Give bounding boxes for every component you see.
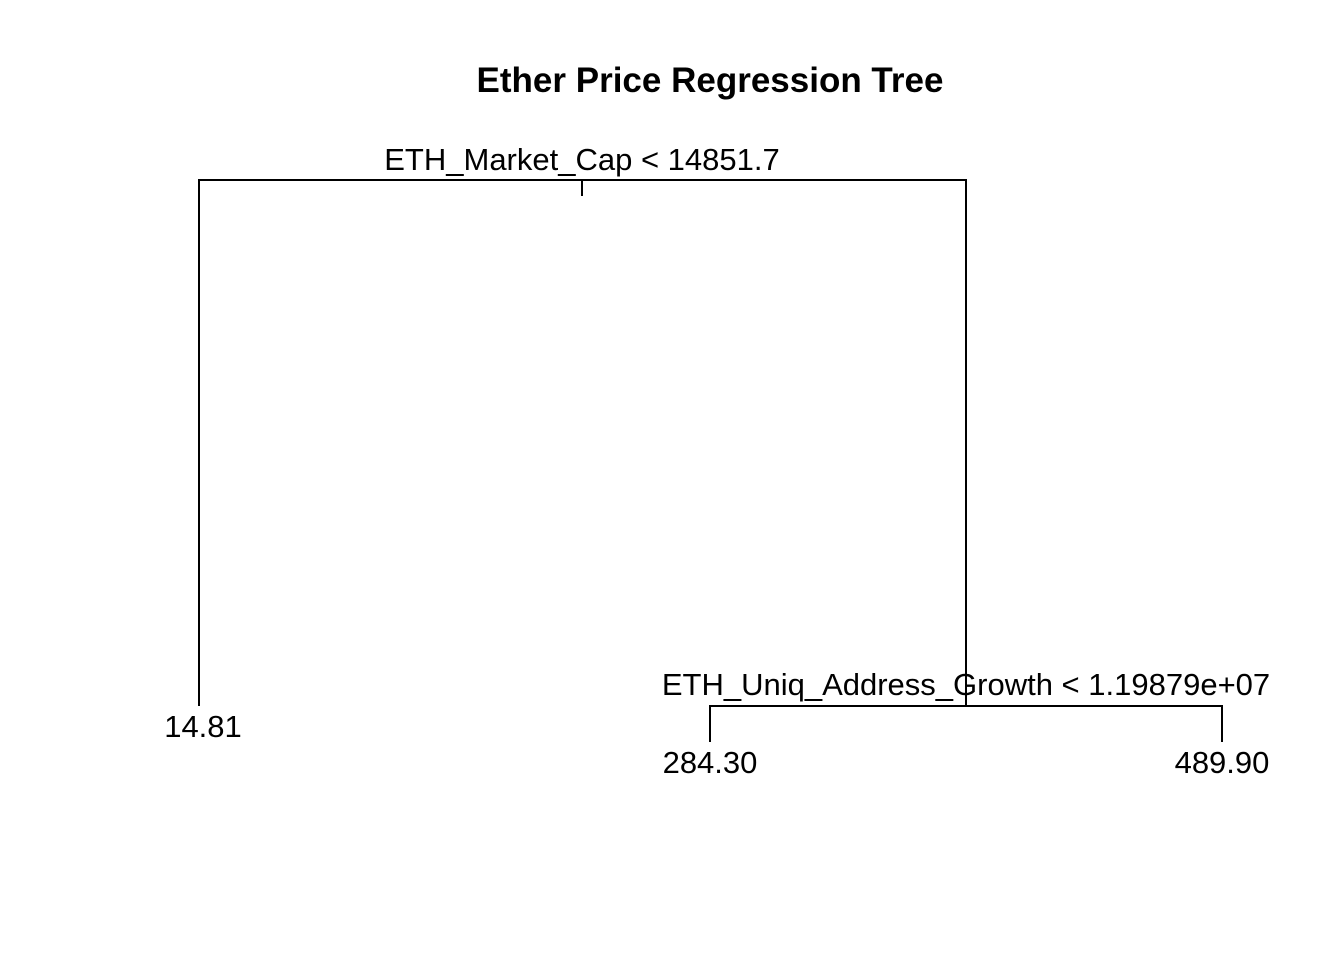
root-split-label: ETH_Market_Cap < 14851.7 <box>384 142 779 177</box>
root-branch-bar <box>198 179 967 706</box>
root-split: ETH_Market_Cap < 14851.7 <box>198 142 967 706</box>
chart-title: Ether Price Regression Tree <box>477 61 944 100</box>
leaf-right-left-value: 284.30 <box>663 745 758 780</box>
right-split: ETH_Uniq_Address_Growth < 1.19879e+07 <box>662 667 1270 742</box>
leaf-right-right-value: 489.90 <box>1175 745 1270 780</box>
right-split-label: ETH_Uniq_Address_Growth < 1.19879e+07 <box>662 667 1270 702</box>
right-branch-bar <box>709 705 1223 742</box>
leaf-left-value: 14.81 <box>164 709 242 744</box>
